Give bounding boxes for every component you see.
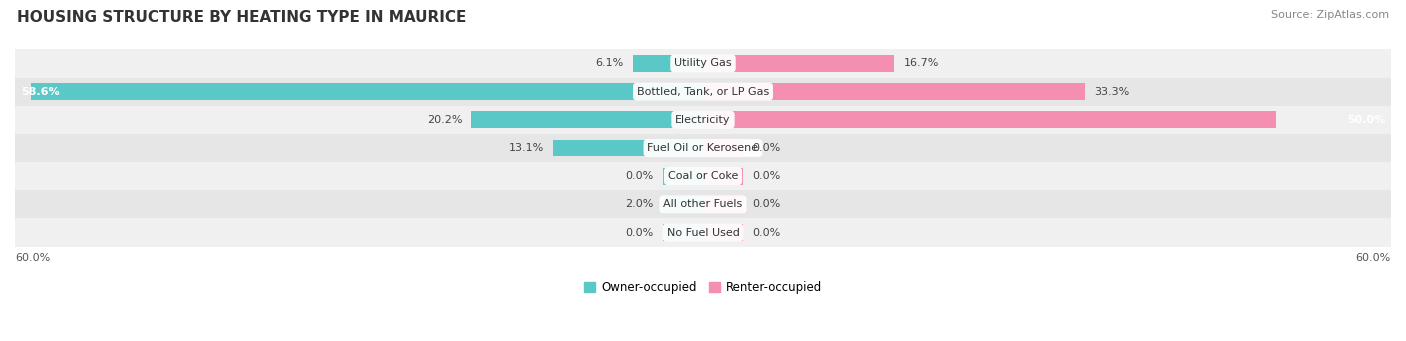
Text: 58.6%: 58.6% <box>21 87 59 97</box>
Text: 16.7%: 16.7% <box>904 58 939 69</box>
Text: 0.0%: 0.0% <box>626 171 654 181</box>
Bar <box>15 162 1391 190</box>
Text: 20.2%: 20.2% <box>426 115 463 125</box>
Bar <box>703 139 744 157</box>
Text: Source: ZipAtlas.com: Source: ZipAtlas.com <box>1271 10 1389 20</box>
Text: 60.0%: 60.0% <box>15 253 51 263</box>
Bar <box>15 190 1391 219</box>
Text: 50.0%: 50.0% <box>1347 115 1385 125</box>
Text: 6.1%: 6.1% <box>596 58 624 69</box>
Bar <box>15 106 1391 134</box>
Text: 0.0%: 0.0% <box>626 227 654 238</box>
Bar <box>662 196 703 213</box>
Bar <box>703 224 744 241</box>
Bar <box>703 83 1085 100</box>
Text: 0.0%: 0.0% <box>752 199 780 209</box>
Text: 0.0%: 0.0% <box>752 143 780 153</box>
Bar <box>15 219 1391 247</box>
Bar <box>703 111 1277 128</box>
Bar <box>471 111 703 128</box>
Text: Utility Gas: Utility Gas <box>675 58 731 69</box>
Text: 0.0%: 0.0% <box>752 227 780 238</box>
Bar <box>662 224 703 241</box>
Text: 2.0%: 2.0% <box>626 199 654 209</box>
Text: 60.0%: 60.0% <box>1355 253 1391 263</box>
Text: Coal or Coke: Coal or Coke <box>668 171 738 181</box>
Bar <box>553 139 703 157</box>
Bar <box>662 168 703 184</box>
Text: Electricity: Electricity <box>675 115 731 125</box>
Legend: Owner-occupied, Renter-occupied: Owner-occupied, Renter-occupied <box>583 281 823 294</box>
Bar <box>703 55 894 72</box>
Bar <box>15 77 1391 106</box>
Bar <box>31 83 703 100</box>
Text: HOUSING STRUCTURE BY HEATING TYPE IN MAURICE: HOUSING STRUCTURE BY HEATING TYPE IN MAU… <box>17 10 467 25</box>
Bar <box>15 49 1391 77</box>
Bar <box>703 196 744 213</box>
Text: Fuel Oil or Kerosene: Fuel Oil or Kerosene <box>647 143 759 153</box>
Text: 33.3%: 33.3% <box>1094 87 1129 97</box>
Bar <box>703 168 744 184</box>
Bar <box>633 55 703 72</box>
Text: 0.0%: 0.0% <box>752 171 780 181</box>
Text: All other Fuels: All other Fuels <box>664 199 742 209</box>
Text: 13.1%: 13.1% <box>509 143 544 153</box>
Text: No Fuel Used: No Fuel Used <box>666 227 740 238</box>
Text: Bottled, Tank, or LP Gas: Bottled, Tank, or LP Gas <box>637 87 769 97</box>
Bar <box>15 134 1391 162</box>
